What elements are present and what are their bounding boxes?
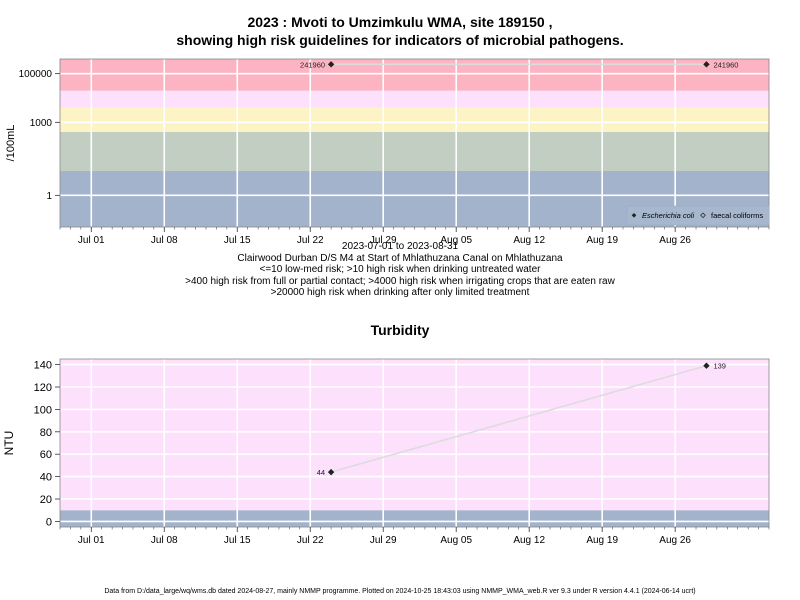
panel2-data-point-0-1 — [703, 362, 710, 369]
caption-site-description: Clairwood Durban D/S M4 at Start of Mhla… — [237, 252, 563, 264]
panel2-y-tick-label-0: 0 — [46, 516, 52, 528]
panel2-x-tick-label-8: Aug 26 — [659, 535, 691, 546]
panel1-legend-box — [626, 205, 770, 226]
caption-date-range: 2023-07-01 to 2023-08-31 — [341, 241, 459, 252]
panel1-legend-entry-0: Escherichia coli — [642, 211, 694, 220]
panel1-data-label-0-0: 241960 — [300, 60, 325, 69]
panel2-x-tick-label-4: Jul 29 — [370, 535, 397, 546]
panel2-x-tick-label-0: Jul 01 — [78, 535, 105, 546]
panel1-risk-band-2 — [60, 107, 769, 133]
panel1-y-tick-label-1: 1000 — [30, 118, 53, 129]
chart-title-line1: 2023 : Mvoti to Umzimkulu WMA, site 1891… — [247, 14, 553, 30]
panel2-risk-band-1 — [60, 359, 769, 511]
panel1-legend-marker-1 — [700, 212, 706, 219]
panel2-y-tick-label-6: 120 — [34, 382, 52, 394]
panel2-x-tick-label-7: Aug 19 — [586, 535, 618, 546]
caption-guideline-treatment: >20000 high risk when drinking after onl… — [270, 287, 530, 298]
panel1-y-tick-label-0: 1 — [46, 191, 52, 202]
panel1-x-tick-label-3: Jul 22 — [297, 235, 324, 246]
panel2-x-tick-label-5: Aug 05 — [440, 535, 472, 546]
panel2-data-label-0-1: 139 — [713, 362, 726, 371]
panel1-x-tick-label-2: Jul 15 — [224, 235, 251, 246]
panel1-x-tick-label-7: Aug 19 — [586, 235, 618, 246]
panel2-series-line-0 — [330, 364, 707, 473]
panel1-x-tick-label-6: Aug 12 — [513, 235, 545, 246]
panel2-risk-band-0 — [60, 510, 769, 527]
panel2-y-axis-label: NTU — [2, 431, 16, 456]
panel1-risk-band-3 — [60, 90, 769, 108]
caption-guideline-contact: >400 high risk from full or partial cont… — [185, 275, 615, 287]
panel2-y-tick-label-1: 20 — [40, 494, 52, 506]
panel2-y-tick-label-4: 80 — [40, 427, 52, 439]
panel2-data-point-0-0 — [327, 468, 335, 476]
panel1-x-tick-label-4: Jul 29 — [370, 235, 397, 246]
turbidity-title: Turbidity — [370, 322, 430, 338]
panel1-data-point-0-0 — [327, 61, 335, 68]
panel1-y-axis-label: /100mL — [5, 125, 17, 162]
panel2-y-tick-label-2: 40 — [40, 472, 52, 484]
panel2-y-tick-label-7: 140 — [34, 360, 52, 372]
panel1-data-point-0-1 — [703, 61, 710, 68]
panel1-x-tick-label-0: Jul 01 — [78, 235, 105, 246]
panel1-legend-marker-0 — [631, 213, 637, 218]
panel2-y-tick-label-3: 60 — [40, 449, 52, 461]
panel2-x-tick-label-3: Jul 22 — [297, 535, 324, 546]
panel2-data-label-0-0: 44 — [317, 468, 325, 477]
panel1-legend-entry-1: faecal coliforms — [711, 211, 763, 220]
panel1-y-tick-label-2: 100000 — [19, 69, 53, 80]
chart-title-line2: showing high risk guidelines for indicat… — [176, 32, 624, 48]
panel2-x-tick-label-1: Jul 08 — [151, 535, 178, 546]
caption-guideline-low: <=10 low-med risk; >10 high risk when dr… — [259, 264, 541, 275]
panel1-x-tick-label-1: Jul 08 — [151, 235, 178, 246]
panel2-x-tick-label-6: Aug 12 — [513, 535, 545, 546]
panel2-x-tick-label-2: Jul 15 — [224, 535, 251, 546]
footer-note: Data from D:/data_large/wq/wms.db dated … — [104, 588, 696, 595]
panel1-x-tick-label-5: Aug 05 — [440, 235, 472, 246]
panel1-data-label-0-1: 241960 — [713, 60, 738, 69]
panel1-risk-band-1 — [60, 132, 769, 171]
panel1-x-tick-label-8: Aug 26 — [659, 235, 691, 246]
panel2-y-tick-label-5: 100 — [34, 404, 52, 416]
